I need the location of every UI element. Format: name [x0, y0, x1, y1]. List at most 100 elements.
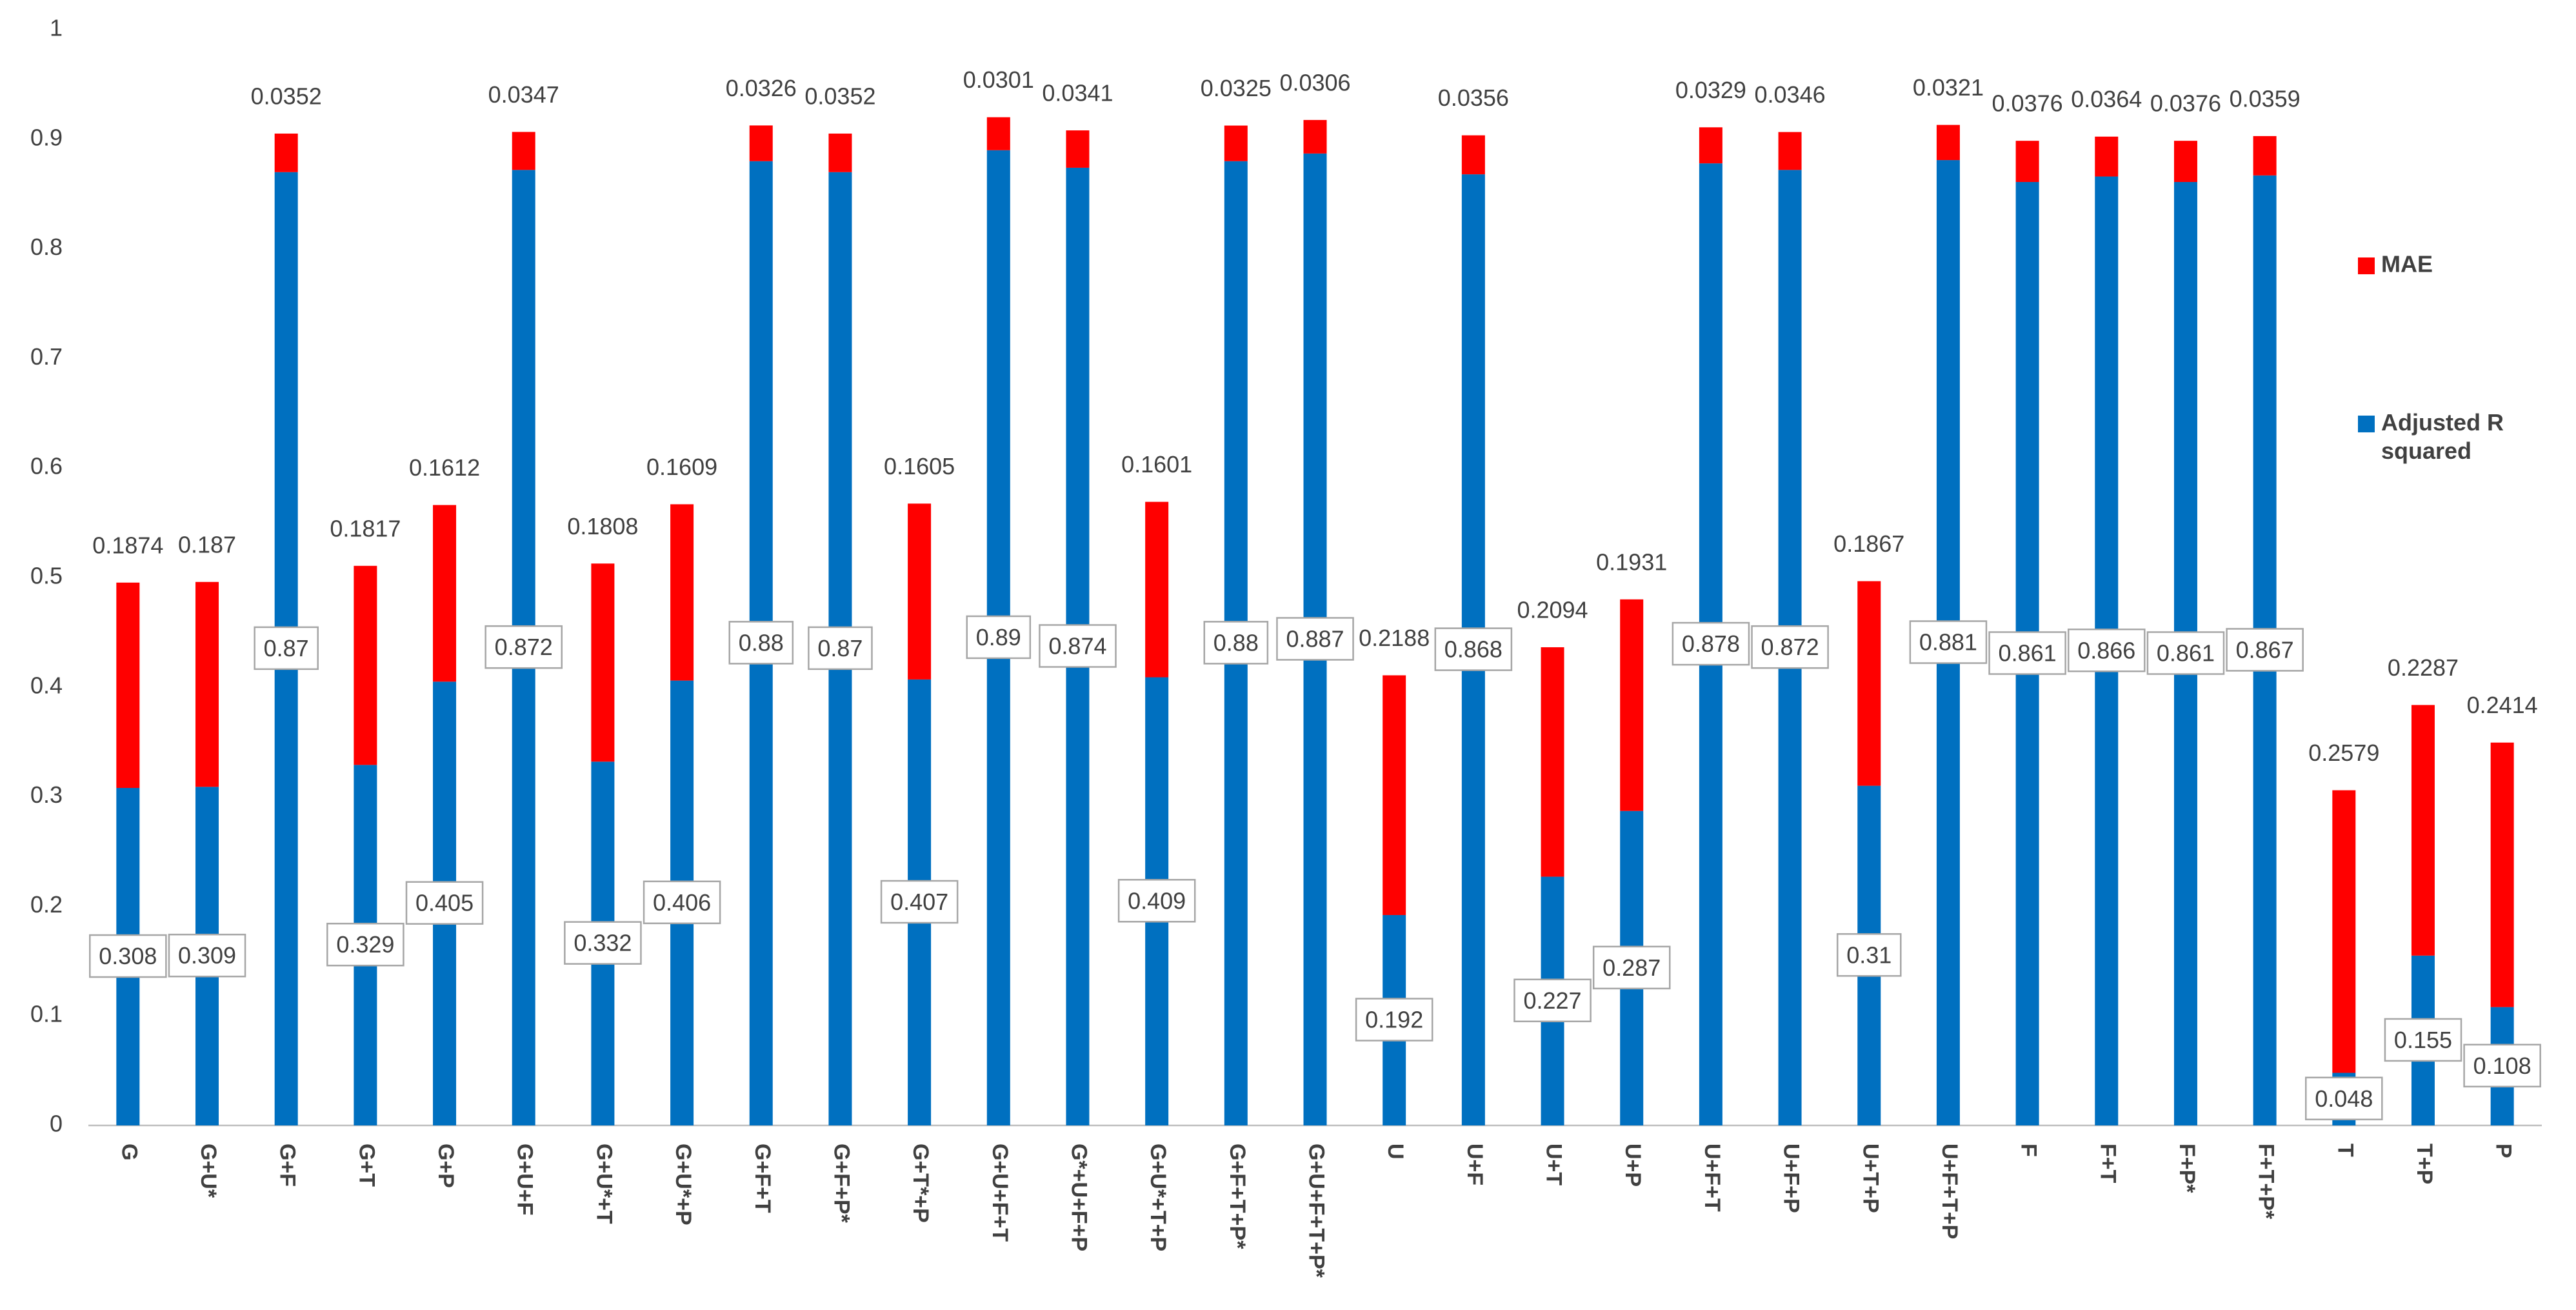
x-tick-label: U+F+T+P	[1937, 1144, 1962, 1239]
data-label: 0.309	[168, 933, 246, 978]
bar-segment	[2095, 136, 2119, 177]
data-label-text: 0.87	[264, 635, 309, 661]
bar-segment	[1936, 125, 1960, 161]
x-tick-label: G+F	[275, 1144, 300, 1187]
data-label-text: 0.887	[1286, 625, 1344, 652]
data-label: 0.1609	[646, 454, 717, 480]
data-label-box	[966, 615, 1032, 660]
data-label: 0.1874	[92, 532, 163, 558]
y-tick-label: 0.8	[30, 234, 63, 260]
data-label: 0.407	[880, 880, 959, 924]
x-tick-label: G+U*	[196, 1144, 221, 1198]
data-label: 0.861	[2146, 631, 2225, 675]
data-label-box	[2226, 628, 2304, 672]
bar-segment	[749, 125, 773, 161]
data-label-box	[1434, 627, 1513, 671]
x-tick-label: U+T	[1542, 1144, 1566, 1185]
data-label-text: 0.155	[2394, 1027, 2452, 1053]
data-label: 0.866	[2067, 629, 2146, 672]
data-label: 0.2287	[2388, 654, 2459, 681]
x-tick-label: G+U*+T	[592, 1144, 616, 1224]
bar-segment	[2173, 141, 2197, 183]
bar-segment	[116, 582, 140, 789]
data-label: 0.0341	[1042, 80, 1113, 106]
bar-segment	[433, 505, 457, 682]
data-label: 0.0325	[1201, 75, 1272, 101]
data-label-text: 0.329	[336, 931, 394, 958]
data-label-text: 0.405	[415, 890, 474, 916]
data-label-box	[1672, 621, 1750, 666]
data-label-box	[1117, 879, 1196, 923]
data-label-text: 0.048	[2315, 1085, 2373, 1112]
data-label: 0.406	[643, 880, 721, 925]
data-label-box	[2463, 1043, 2541, 1088]
bar-segment	[512, 132, 535, 170]
bar-segment	[1857, 581, 1881, 786]
x-tick-label: T+P	[2412, 1144, 2437, 1184]
x-tick-label: G+F+T	[750, 1144, 775, 1213]
x-tick-label: U+F	[1463, 1144, 1487, 1185]
data-label: 0.0301	[963, 66, 1034, 93]
x-tick-label: G+T*+P	[908, 1144, 933, 1223]
data-label-text: 0.409	[1128, 887, 1186, 914]
y-tick-label: 0.5	[30, 563, 63, 589]
data-label-text: 0.407	[890, 889, 948, 915]
x-tick-label: F	[2017, 1144, 2041, 1157]
legend-swatch	[2358, 416, 2375, 432]
bar-segment	[908, 503, 932, 680]
data-label-text: 0.31	[1846, 942, 1892, 968]
bar-segment	[2253, 136, 2277, 176]
data-label-box	[643, 880, 721, 925]
x-tick-label: G+U+F+T	[988, 1144, 1012, 1242]
data-label-text: 0.87	[817, 635, 863, 661]
data-label-box	[728, 621, 794, 665]
data-label: 0.1605	[884, 453, 955, 479]
data-label-text: 0.89	[976, 624, 1021, 650]
x-tick-label: U	[1383, 1144, 1408, 1160]
y-tick-label: 0.6	[30, 453, 63, 479]
bar-segment	[1145, 501, 1169, 678]
data-label: 0.0352	[804, 83, 875, 109]
data-label-box	[1751, 625, 1829, 669]
data-label-text: 0.872	[495, 634, 553, 660]
data-label-box	[1355, 998, 1433, 1042]
x-tick-label: G*+U+F+P	[1066, 1144, 1091, 1251]
data-label-box	[484, 625, 563, 669]
data-label: 0.155	[2384, 1018, 2462, 1062]
data-label: 0.872	[484, 625, 563, 669]
data-label-text: 0.308	[99, 943, 157, 969]
x-tick-label: G+F+T+P*	[1225, 1144, 1250, 1249]
data-label: 0.872	[1751, 625, 1829, 669]
data-label: 0.227	[1513, 978, 1592, 1023]
data-label: 0.048	[2305, 1076, 2383, 1121]
data-label-box	[254, 626, 319, 670]
data-label: 0.1817	[330, 515, 401, 541]
data-label: 0.409	[1117, 879, 1196, 923]
bar-segment	[1224, 125, 1248, 161]
x-tick-label: G+T	[354, 1144, 379, 1187]
data-label-text: 0.868	[1444, 636, 1503, 663]
data-label-box	[1836, 933, 1902, 977]
x-tick-label: G	[117, 1144, 141, 1160]
bar-segment	[274, 133, 298, 172]
data-label: 0.2579	[2308, 740, 2379, 766]
y-tick-label: 0.1	[30, 1001, 63, 1027]
data-label: 0.405	[405, 881, 484, 925]
data-label-box	[405, 881, 484, 925]
data-label-text: 0.861	[1999, 640, 2057, 667]
legend-label: MAE	[2381, 251, 2433, 277]
data-label: 0.287	[1592, 945, 1671, 990]
data-label: 0.861	[1988, 631, 2066, 675]
y-tick-label: 1	[50, 15, 63, 41]
bar-segment	[1620, 599, 1644, 811]
bar-segment	[2411, 705, 2435, 956]
data-label-text: 0.108	[2473, 1053, 2531, 1079]
data-label-box	[808, 626, 873, 670]
data-label: 0.0321	[1913, 74, 1984, 101]
data-label-box	[2146, 631, 2225, 675]
data-label-text: 0.332	[574, 930, 632, 956]
data-label: 0.0376	[2150, 90, 2221, 117]
data-label: 0.1867	[1833, 530, 1904, 557]
bar-segment	[1066, 130, 1090, 168]
data-label: 0.2414	[2467, 692, 2538, 718]
